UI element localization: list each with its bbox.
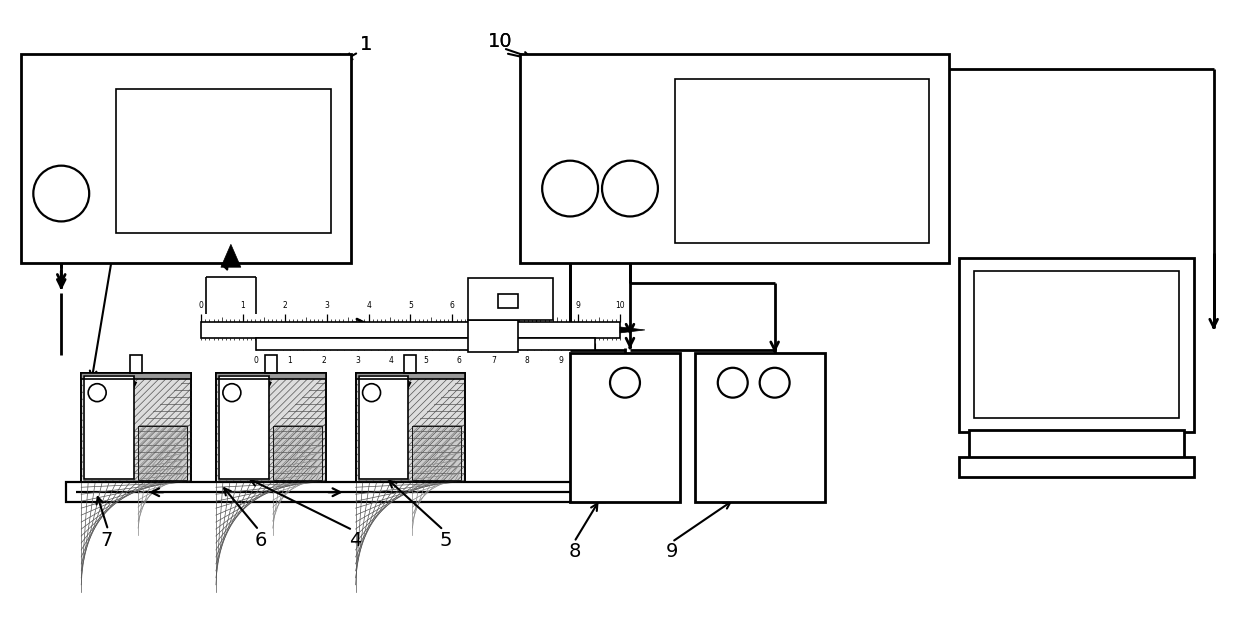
Text: 1: 1 xyxy=(241,301,246,310)
Bar xyxy=(138,425,187,480)
Bar xyxy=(469,320,518,352)
Bar xyxy=(413,425,461,480)
Bar xyxy=(81,373,191,482)
Bar xyxy=(81,373,191,379)
Bar xyxy=(84,376,134,479)
Text: 5: 5 xyxy=(408,301,413,310)
Bar xyxy=(357,375,408,480)
Text: 3: 3 xyxy=(355,356,360,365)
Bar xyxy=(81,373,191,379)
Text: 6: 6 xyxy=(450,301,455,310)
Circle shape xyxy=(603,161,658,216)
Bar xyxy=(358,376,408,479)
Bar xyxy=(255,338,595,350)
Text: 7: 7 xyxy=(491,356,496,365)
Text: 9: 9 xyxy=(666,542,678,561)
Text: 1: 1 xyxy=(360,35,372,54)
Bar xyxy=(265,355,277,373)
Text: 0: 0 xyxy=(253,356,258,365)
Text: 2: 2 xyxy=(283,301,288,310)
Text: 6: 6 xyxy=(254,530,267,549)
Bar xyxy=(975,271,1179,418)
Text: 5: 5 xyxy=(439,530,451,549)
Bar xyxy=(81,373,191,482)
Circle shape xyxy=(88,384,107,401)
Circle shape xyxy=(362,384,381,401)
Circle shape xyxy=(760,368,790,398)
Bar xyxy=(404,355,417,373)
Bar xyxy=(356,373,465,482)
Bar xyxy=(413,425,461,480)
Bar xyxy=(83,375,134,480)
Bar xyxy=(21,54,351,263)
Circle shape xyxy=(223,384,241,401)
Bar xyxy=(219,376,269,479)
Bar xyxy=(970,430,1184,460)
Bar xyxy=(675,79,929,243)
Text: 9: 9 xyxy=(575,301,580,310)
Bar xyxy=(960,258,1194,432)
Text: 8: 8 xyxy=(569,542,582,561)
Text: 10: 10 xyxy=(489,32,512,51)
Circle shape xyxy=(610,368,640,398)
Text: 1: 1 xyxy=(360,35,372,54)
Text: 3: 3 xyxy=(197,206,210,225)
Text: 9: 9 xyxy=(559,356,563,365)
Bar xyxy=(498,294,518,308)
Bar xyxy=(960,458,1194,477)
Text: 7: 7 xyxy=(100,530,113,549)
Circle shape xyxy=(33,166,89,222)
Text: 1: 1 xyxy=(288,356,293,365)
Text: 10: 10 xyxy=(489,32,512,51)
Circle shape xyxy=(718,368,748,398)
Text: 4: 4 xyxy=(350,530,362,549)
Bar xyxy=(521,54,950,263)
Bar xyxy=(273,425,321,480)
Bar xyxy=(216,373,326,379)
Bar xyxy=(117,89,331,234)
Text: 6: 6 xyxy=(456,356,461,365)
Bar xyxy=(469,278,553,320)
Bar xyxy=(273,425,321,480)
Text: 3: 3 xyxy=(324,301,329,310)
Text: 10: 10 xyxy=(615,301,625,310)
Bar xyxy=(570,353,680,502)
Text: 8: 8 xyxy=(533,301,538,310)
Bar xyxy=(694,353,825,502)
Bar xyxy=(216,373,326,482)
Bar xyxy=(130,355,143,373)
Bar xyxy=(216,373,326,482)
Text: 4: 4 xyxy=(389,356,394,365)
Text: 2: 2 xyxy=(321,356,326,365)
Text: 11: 11 xyxy=(997,264,1022,283)
Polygon shape xyxy=(620,327,645,333)
Circle shape xyxy=(542,161,598,216)
Bar xyxy=(218,375,269,480)
Text: 5: 5 xyxy=(423,356,428,365)
Text: 8: 8 xyxy=(525,356,529,365)
Text: 2: 2 xyxy=(110,226,123,245)
Bar xyxy=(216,373,326,379)
Text: 0: 0 xyxy=(198,301,203,310)
Text: 11: 11 xyxy=(997,264,1022,283)
Bar xyxy=(66,482,605,502)
Bar xyxy=(356,373,465,379)
Bar xyxy=(356,373,465,379)
Bar xyxy=(138,425,187,480)
Text: 7: 7 xyxy=(492,301,497,310)
Bar xyxy=(201,322,620,338)
Text: 0: 0 xyxy=(593,356,598,365)
Polygon shape xyxy=(221,244,241,267)
Bar xyxy=(356,373,465,482)
Text: 4: 4 xyxy=(366,301,371,310)
